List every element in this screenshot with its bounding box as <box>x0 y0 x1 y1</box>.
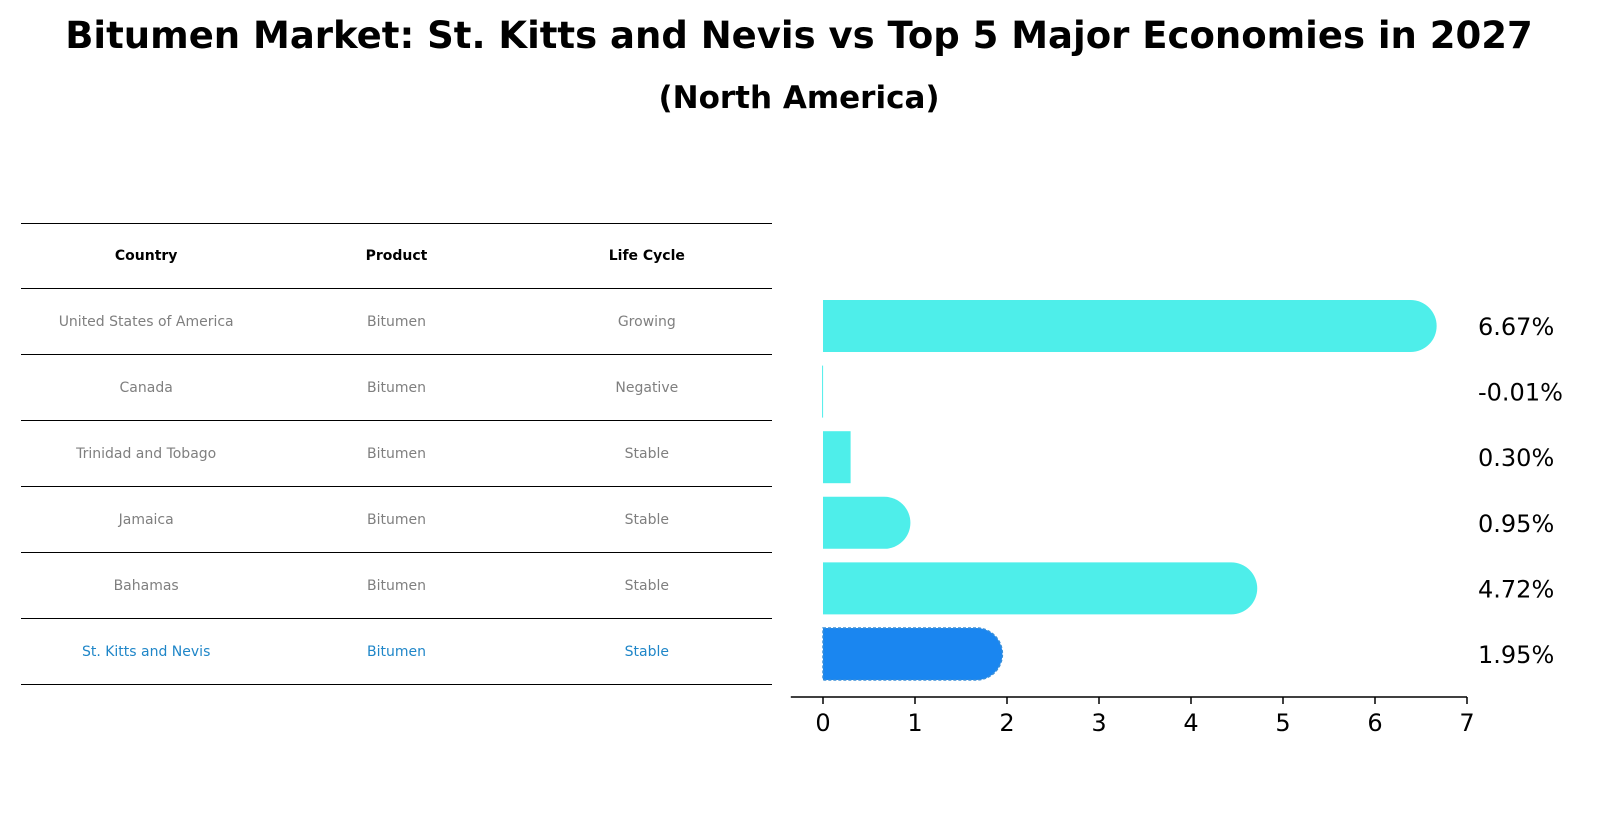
x-tick-label: 1 <box>907 709 922 737</box>
x-tick-label: 3 <box>1091 709 1106 737</box>
product-cell: Bitumen <box>367 577 426 594</box>
bar-st-kitts-and-nevis <box>822 627 1004 681</box>
bar-trinidad-and-tobago <box>823 431 851 484</box>
bar-value-label: -0.01% <box>1478 379 1563 407</box>
x-tick-label: 5 <box>1275 709 1290 737</box>
product-cell: Bitumen <box>367 511 426 528</box>
product-cell: Bitumen <box>367 379 426 396</box>
bar-value-label: 0.30% <box>1478 444 1554 472</box>
x-tick-label: 0 <box>815 709 830 737</box>
country-cell: St. Kitts and Nevis <box>81 643 211 660</box>
header-country: Country <box>114 248 178 264</box>
table-header-row: Country Product Life Cycle <box>21 223 772 289</box>
chart-subtitle: (North America) <box>658 80 940 116</box>
life-cycle-cell: Stable <box>624 445 669 462</box>
product-cell: Bitumen <box>367 445 426 462</box>
table-row: United States of America Bitumen Growing <box>21 289 772 355</box>
header-life-cycle: Life Cycle <box>608 248 685 264</box>
header-product: Product <box>365 248 428 264</box>
country-cell: Jamaica <box>118 511 174 528</box>
bar-value-label: 6.67% <box>1478 313 1554 341</box>
life-cycle-cell: Negative <box>615 379 679 396</box>
x-tick-label: 7 <box>1459 709 1474 737</box>
table-row: Bahamas Bitumen Stable <box>21 553 772 619</box>
data-table: Country Product Life Cycle United States… <box>21 223 772 685</box>
table-row: Jamaica Bitumen Stable <box>21 487 772 553</box>
bar-united-states-of-america <box>823 300 1437 352</box>
bar-value-label: 1.95% <box>1478 641 1554 669</box>
bar-bahamas <box>823 562 1258 615</box>
table-row: Trinidad and Tobago Bitumen Stable <box>21 421 772 487</box>
table-row: Canada Bitumen Negative <box>21 355 772 421</box>
chart-title: Bitumen Market: St. Kitts and Nevis vs T… <box>65 14 1533 57</box>
life-cycle-cell: Growing <box>617 313 676 330</box>
country-cell: Bahamas <box>113 577 179 594</box>
table-row-highlighted: St. Kitts and Nevis Bitumen Stable <box>21 619 772 685</box>
x-tick-label: 4 <box>1183 709 1198 737</box>
bar-canada <box>822 365 824 418</box>
country-cell: Trinidad and Tobago <box>76 445 217 462</box>
product-cell: Bitumen <box>367 313 426 330</box>
life-cycle-cell: Stable <box>624 577 669 594</box>
bar-value-label: 0.95% <box>1478 510 1554 538</box>
x-tick-label: 2 <box>999 709 1014 737</box>
bar-jamaica <box>823 496 911 549</box>
country-cell: United States of America <box>58 313 234 330</box>
country-cell: Canada <box>119 379 173 396</box>
bar-value-label: 4.72% <box>1478 575 1554 603</box>
life-cycle-cell: Stable <box>624 643 669 660</box>
x-tick-label: 6 <box>1367 709 1382 737</box>
life-cycle-cell: Stable <box>624 511 669 528</box>
product-cell: Bitumen <box>367 643 426 660</box>
